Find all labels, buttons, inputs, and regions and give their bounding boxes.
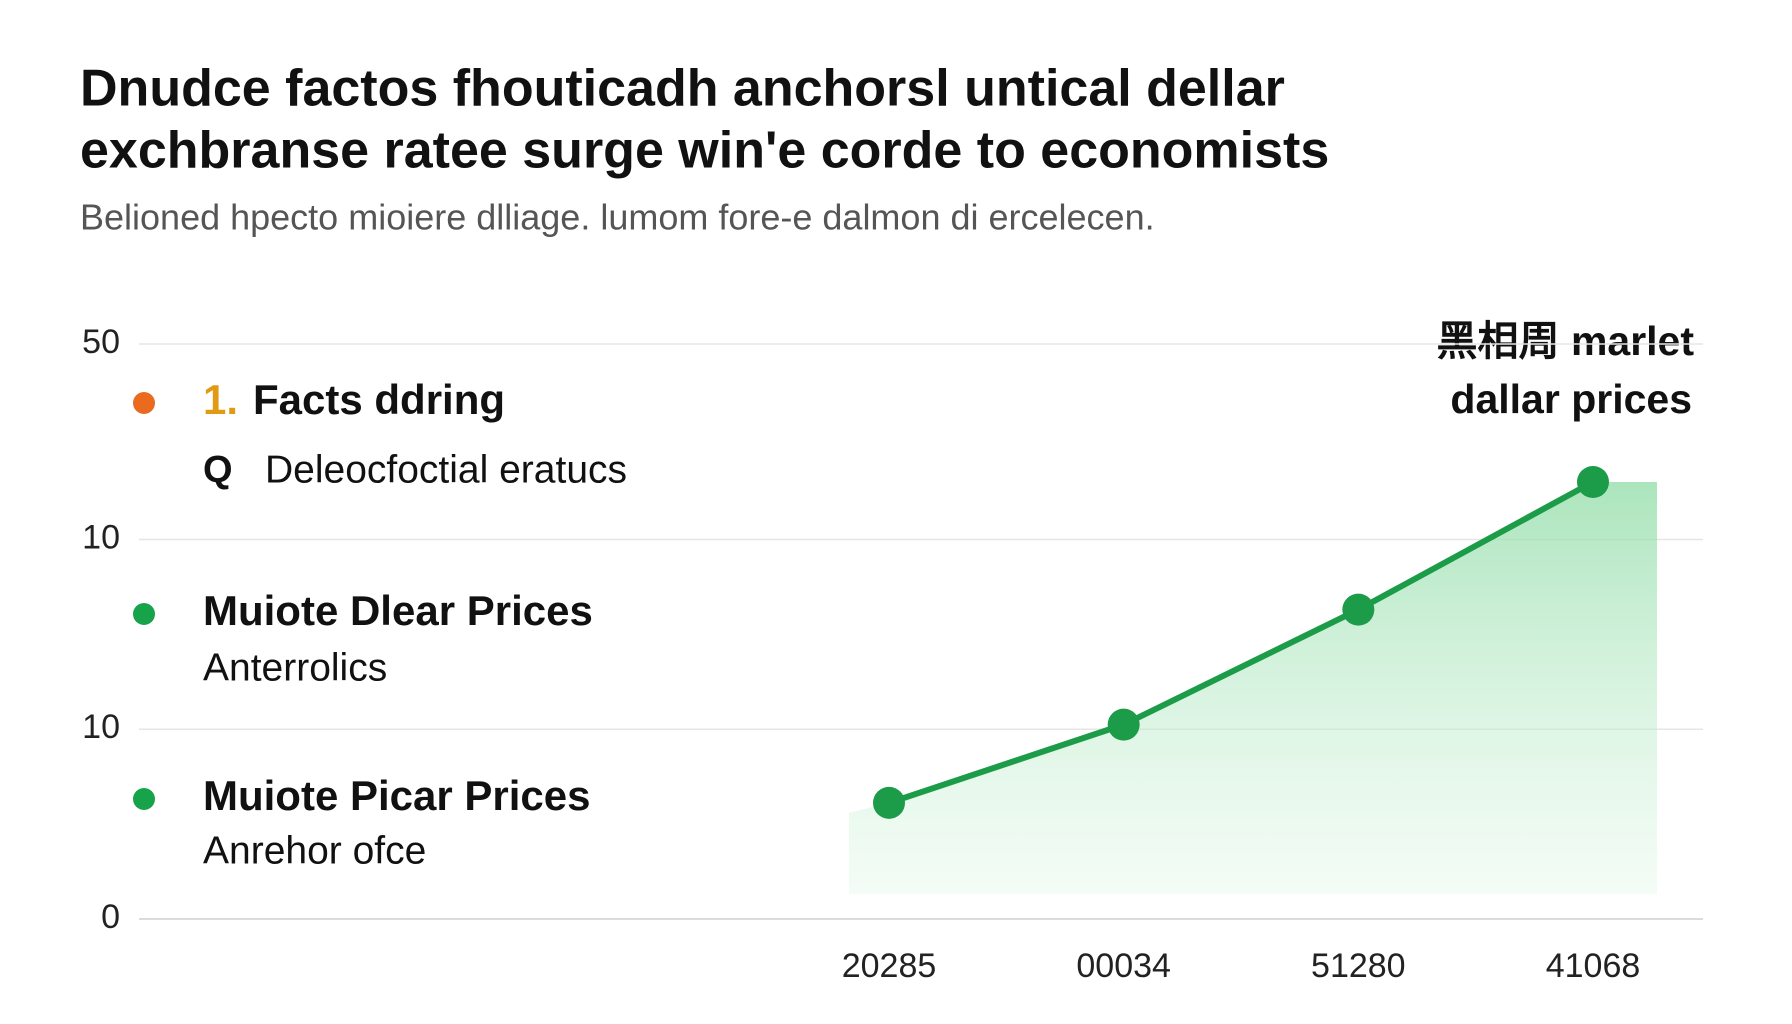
point <box>1107 708 1140 741</box>
y-tick-label: 0 <box>101 898 120 936</box>
point <box>873 786 905 819</box>
note-dot <box>133 788 155 810</box>
annotation: 黑相周 marlet <box>1437 318 1695 364</box>
note-number: 1. <box>203 376 238 423</box>
point <box>1577 466 1609 498</box>
note-text: Anrehor ofce <box>203 829 426 872</box>
line <box>888 479 1595 806</box>
chart-title: exchbranse ratee surge win'e corde to ec… <box>80 122 1329 180</box>
x-tick-label: 51280 <box>1311 947 1406 985</box>
point <box>1342 593 1375 626</box>
y-tick-label: 10 <box>82 708 120 746</box>
area <box>849 482 1657 894</box>
y-tick-label: 50 <box>82 323 120 361</box>
note-text: Anterrolics <box>203 646 387 689</box>
x-tick-label: 20285 <box>842 947 937 985</box>
x-tick-label: 41068 <box>1546 947 1641 985</box>
chart-title: Dnudce factos fhouticadh anchorsl untica… <box>80 60 1285 118</box>
note-text: Deleocfoctial eratucs <box>265 448 627 491</box>
y-tick-label: 10 <box>82 518 120 556</box>
note-title: Muiote Dlear Prices <box>203 587 593 634</box>
x-tick-label: 00034 <box>1076 947 1171 985</box>
note-title: Muiote Picar Prices <box>203 772 591 819</box>
annotation: dallar prices <box>1450 376 1692 422</box>
note-icon: Q <box>203 449 233 491</box>
note-title: Facts ddring <box>253 376 505 423</box>
note-dot <box>133 603 155 625</box>
note-dot <box>133 392 155 414</box>
chart-subtitle: Belioned hpecto mioiere dlliage. lumom f… <box>80 197 1155 238</box>
